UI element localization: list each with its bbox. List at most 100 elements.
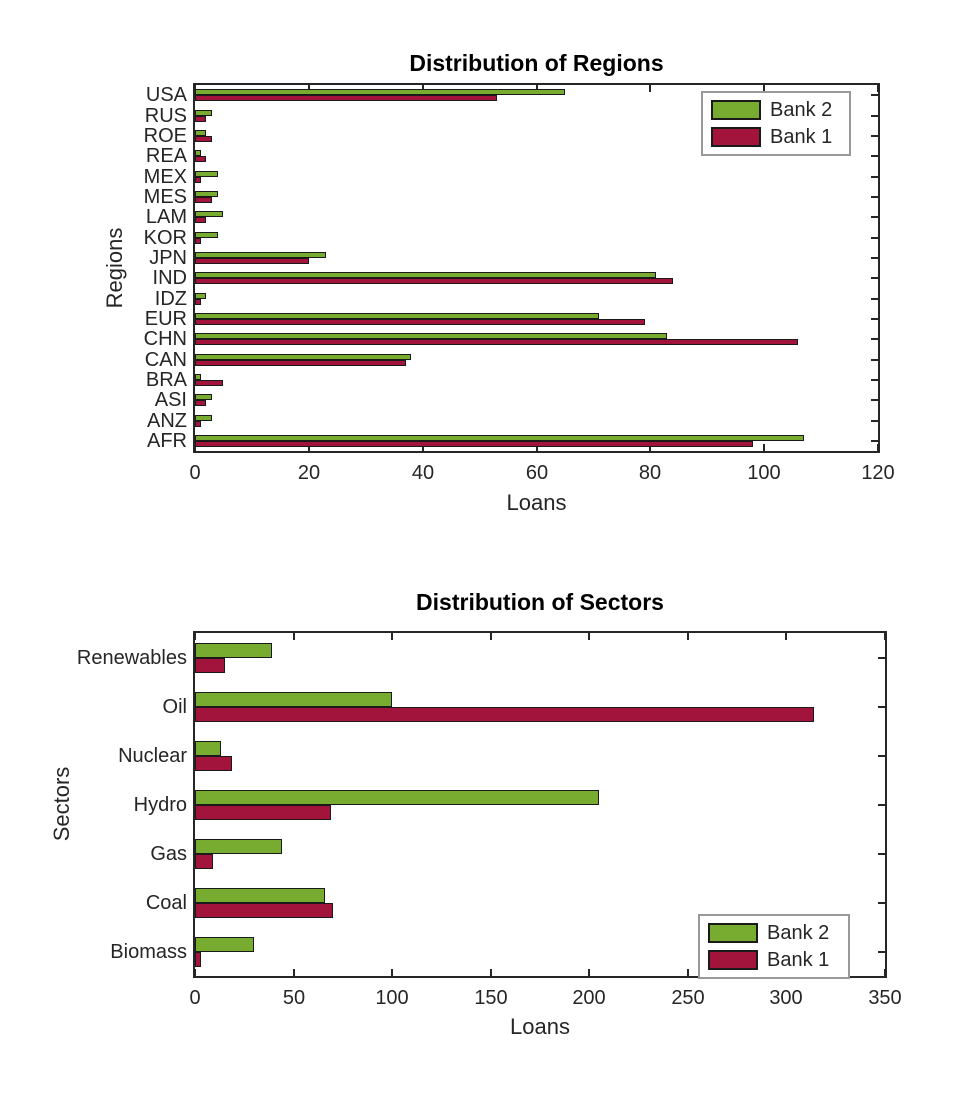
x-tick-label: 150 [474,987,508,1009]
y-tick-mark [871,318,878,320]
y-tick-mark [878,706,885,708]
y-category-label-asi: ASI [154,389,187,411]
y-tick-mark [871,115,878,117]
y-category-label-lam: LAM [145,206,187,228]
x-tick-label: 200 [572,987,606,1009]
x-tick-mark-top [194,633,196,640]
bar-bank-2-can [195,354,411,360]
y-tick-mark [871,440,878,442]
x-tick-mark-top [588,633,590,640]
legend-label-bank1: Bank 1 [770,125,833,148]
y-category-label-eur: EUR [144,308,187,330]
y-category-label-renewables: Renewables [76,647,187,669]
sectors-x-axis-label: Loans [510,1014,570,1039]
y-tick-mark [871,216,878,218]
y-category-label-biomass: Biomass [110,941,187,963]
y-category-label-chn: CHN [143,328,187,350]
bar-bank-1-eur [195,319,645,325]
y-tick-mark [871,237,878,239]
legend-label-bank1: Bank 1 [767,948,830,971]
x-tick-label: 0 [189,987,201,1009]
y-category-label-can: CAN [144,349,187,371]
x-tick-label: 120 [861,462,895,484]
x-tick-mark-top [763,85,765,92]
y-category-label-mex: MEX [143,166,187,188]
bar-bank-2-afr [195,435,804,441]
x-tick-label: 100 [375,987,409,1009]
bar-bank-2-rus [195,110,212,116]
y-category-label-afr: AFR [147,430,187,452]
bar-bank-2-rea [195,150,201,156]
legend-label-bank2: Bank 2 [767,921,830,944]
bar-bank-1-biomass [195,952,201,967]
bar-bank-2-usa [195,89,565,95]
x-tick-mark [687,969,689,976]
y-category-label-rea: REA [145,145,187,167]
bar-bank-1-rus [195,116,206,122]
bar-bank-2-kor [195,232,218,238]
bar-bank-2-biomass [195,937,254,952]
bar-bank-2-idz [195,293,206,299]
y-category-label-coal: Coal [145,892,187,914]
x-tick-mark [588,969,590,976]
y-category-label-idz: IDZ [154,288,187,310]
y-category-label-bra: BRA [145,369,187,391]
x-tick-label: 250 [671,987,705,1009]
sectors-legend: Bank 2 Bank 1 [698,914,850,979]
y-category-label-nuclear: Nuclear [118,745,187,767]
bar-bank-2-bra [195,374,201,380]
y-tick-mark [871,399,878,401]
x-tick-mark-top [649,85,651,92]
bar-bank-2-eur [195,313,599,319]
bar-bank-2-nuclear [195,741,221,756]
y-category-label-roe: ROE [143,125,187,147]
y-tick-mark [871,338,878,340]
y-category-label-ind: IND [152,267,187,289]
y-category-label-usa: USA [145,84,187,106]
bar-bank-2-lam [195,211,223,217]
y-tick-mark [871,277,878,279]
bar-bank-1-idz [195,299,201,305]
bar-bank-1-afr [195,441,753,447]
x-tick-mark-top [422,85,424,92]
bank2-color-swatch [711,100,761,120]
x-tick-label: 0 [189,462,201,484]
bar-bank-1-chn [195,339,798,345]
legend-label-bank2: Bank 2 [770,98,833,121]
y-tick-mark [871,379,878,381]
legend-entry-bank2: Bank 2 [708,921,840,945]
regions-x-axis-label: Loans [506,490,567,515]
y-tick-mark [878,951,885,953]
bank1-color-swatch [711,127,761,147]
x-tick-mark-top [536,85,538,92]
x-tick-mark [422,444,424,451]
bar-bank-1-can [195,360,406,366]
legend-entry-bank2: Bank 2 [711,98,841,122]
x-tick-mark [194,444,196,451]
bar-bank-2-renewables [195,643,272,658]
bar-bank-2-hydro [195,790,599,805]
bar-bank-1-usa [195,95,497,101]
x-tick-mark-top [308,85,310,92]
bar-bank-1-oil [195,707,814,722]
x-tick-mark [490,969,492,976]
y-tick-mark [871,298,878,300]
x-tick-label: 20 [297,462,321,484]
x-tick-mark-top [884,633,886,640]
x-tick-mark-top [687,633,689,640]
x-tick-mark [536,444,538,451]
y-tick-mark [878,853,885,855]
bar-bank-1-kor [195,238,201,244]
x-tick-label: 80 [638,462,662,484]
bar-bank-1-bra [195,380,223,386]
y-tick-mark [878,755,885,757]
x-tick-mark [877,444,879,451]
bar-bank-1-renewables [195,658,225,673]
y-tick-mark [871,359,878,361]
y-tick-mark [878,657,885,659]
x-tick-mark-top [877,85,879,92]
legend-entry-bank1: Bank 1 [711,125,841,149]
bar-bank-1-lam [195,217,206,223]
bar-bank-2-coal [195,888,325,903]
y-tick-mark [871,420,878,422]
